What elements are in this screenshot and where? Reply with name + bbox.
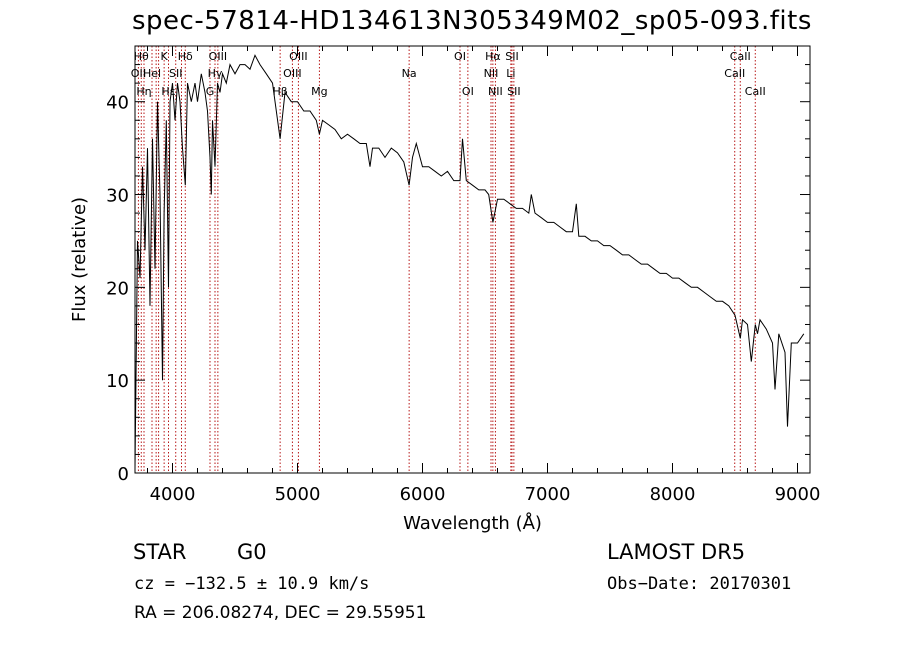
redshift-velocity: cz = −132.5 ± 10.9 km/s [134,574,370,594]
line-label-1: Hθ [134,50,149,63]
y-axis-label: Flux (relative) [69,197,90,322]
line-label-16: OIII [289,50,307,63]
line-label-25: SII [505,50,518,63]
line-label-26: SII [507,85,520,98]
line-label-15: OIII [283,67,301,80]
line-label-10: Hδ [178,50,193,63]
line-label-14: Hβ [272,85,287,98]
line-label-29: CaII [745,85,766,98]
line-label-11: G [206,85,215,98]
line-label-20: OI [462,85,474,98]
line-label-17: Mg [311,85,327,98]
line-label-27: CaII [724,67,745,80]
y-tick-label-0: 0 [118,464,129,485]
line-label-18: Na [402,67,417,80]
spectrum-series-line [134,54,805,469]
line-label-21: NII [484,67,499,80]
line-label-8: SII [169,67,182,80]
sky-coordinates: RA = 206.08274, DEC = 29.55951 [134,603,427,623]
observation-date: Obs−Date: 20170301 [607,574,792,594]
x-axis-label: Wavelength (Å) [403,512,542,534]
spectral-line-labels: OIIHθHηHelKHεSIIHδGHγOIIIHβOIIIOIIIMgNaO… [131,50,766,98]
x-tick-label-1: 5000 [275,484,321,505]
line-label-12: Hγ [208,67,223,80]
x-tick-label-4: 8000 [650,484,696,505]
x-tick-label-0: 4000 [150,484,196,505]
y-tick-label-3: 30 [106,186,129,207]
line-label-28: CaII [730,50,751,63]
line-label-22: Hα [485,50,501,63]
spectral-line-markers [137,46,756,473]
line-label-3: Hel [143,67,161,80]
axes: 4000 5000 6000 7000 8000 9000 0 10 20 30 40 [106,46,820,505]
line-label-6: K [161,50,169,63]
chart-title: spec-57814-HD134613N305349M02_sp05-093.f… [132,6,812,36]
survey-name: LAMOST DR5 [607,540,746,564]
x-tick-label-2: 6000 [400,484,446,505]
line-label-23: NII [488,85,503,98]
spectral-subclass: G0 [237,540,267,564]
object-class: STAR [133,540,187,564]
line-label-19: OI [454,50,466,63]
line-label-24: Li [506,67,515,80]
x-tick-label-5: 9000 [775,484,821,505]
x-tick-label-3: 7000 [525,484,571,505]
plot-frame [134,45,811,474]
line-label-2: Hη [136,85,151,98]
line-label-13: OIII [209,50,227,63]
y-tick-label-4: 40 [106,93,129,114]
y-tick-label-2: 20 [106,278,129,299]
y-tick-label-1: 10 [106,371,129,392]
